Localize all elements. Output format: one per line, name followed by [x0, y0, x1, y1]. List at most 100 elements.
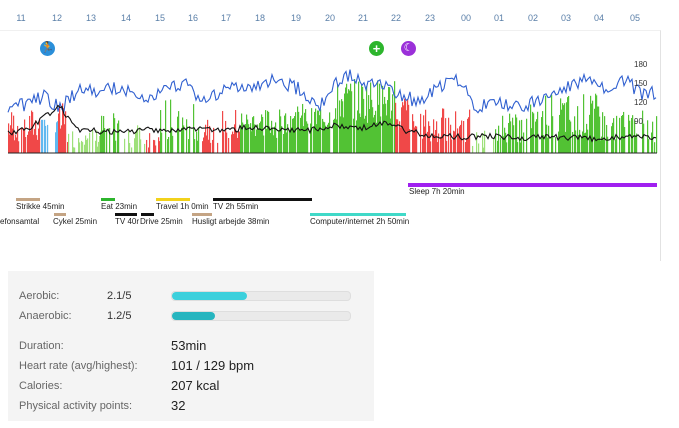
intensity-stripe [59, 104, 61, 153]
intensity-stripe [386, 115, 388, 153]
intensity-stripe [575, 130, 577, 153]
intensity-stripe [262, 116, 264, 153]
intensity-stripe [159, 141, 161, 153]
intensity-stripe [45, 125, 47, 153]
activity-label-eat[interactable]: Eat 23min [101, 202, 138, 211]
intensity-stripe [654, 142, 656, 153]
intensity-stripe [623, 111, 625, 153]
activity-bar-husligt[interactable] [192, 213, 212, 216]
intensity-stripe [128, 131, 130, 153]
intensity-stripe [286, 132, 288, 153]
intensity-stripe [292, 118, 294, 153]
activity-label-telefonsamtale[interactable]: efonsamtal [0, 217, 40, 226]
activity-bar-tv-2[interactable] [115, 213, 137, 216]
intensity-stripe [555, 137, 557, 153]
anaerobic-score: 1.2/5 [107, 310, 132, 322]
activity-bar-cykel[interactable] [54, 213, 66, 216]
intensity-stripe [440, 136, 442, 153]
intensity-stripe [565, 131, 567, 153]
intensity-stripe [407, 99, 409, 153]
intensity-stripe [532, 111, 534, 153]
activity-label-strikke[interactable]: Strikke 45min [16, 202, 65, 211]
intensity-stripe [615, 139, 617, 153]
duration-value: 53min [171, 338, 207, 353]
intensity-stripe [350, 83, 352, 153]
hour-label-21: 21 [357, 13, 369, 23]
intensity-stripe [601, 136, 603, 153]
activity-label-tv-1[interactable]: TV 2h 55min [213, 202, 259, 211]
intensity-stripe [389, 87, 391, 153]
intensity-stripe [305, 109, 307, 153]
intensity-stripe [317, 110, 319, 153]
y-tick-90: 90 [634, 117, 643, 126]
activity-bar-tv-1[interactable] [213, 198, 312, 201]
intensity-stripe [307, 123, 309, 153]
intensity-stripe [134, 138, 136, 153]
intensity-stripe [561, 109, 563, 153]
intensity-stripe [495, 129, 497, 153]
plus-icon[interactable]: + [369, 41, 384, 56]
activity-label-travel[interactable]: Travel 1h 0min [156, 202, 209, 211]
intensity-stripe [652, 121, 654, 153]
intensity-stripe [357, 110, 359, 153]
moon-icon[interactable]: ☾ [401, 41, 416, 56]
intensity-stripe [394, 81, 396, 153]
intensity-stripe [289, 132, 291, 153]
intensity-stripe [258, 128, 260, 153]
activity-label-computer[interactable]: Computer/internet 2h 50min [310, 217, 410, 226]
intensity-stripe [353, 118, 355, 153]
intensity-stripe [324, 122, 326, 153]
activity-label-husligt[interactable]: Husligt arbejde 38min [192, 217, 270, 226]
intensity-stripe [302, 103, 304, 153]
intensity-stripe [396, 119, 398, 153]
hour-label-13: 13 [85, 13, 97, 23]
anaerobic-label: Anaerobic: [19, 310, 72, 322]
activity-bar-strikke[interactable] [16, 198, 40, 201]
activity-bar-drive[interactable] [141, 213, 154, 216]
intensity-stripe [153, 139, 155, 153]
intensity-stripe [73, 147, 75, 153]
intensity-stripe [643, 123, 645, 153]
intensity-stripe [24, 119, 26, 153]
intensity-stripe [113, 113, 115, 153]
activity-points-label: Physical activity points: [19, 400, 133, 412]
intensity-stripe [32, 112, 34, 153]
intensity-stripe [385, 103, 387, 153]
intensity-stripe [260, 121, 262, 153]
intensity-stripe [13, 115, 15, 153]
activity-label-sleep[interactable]: Sleep 7h 20min [409, 187, 465, 196]
intensity-stripe [340, 116, 342, 153]
activity-label-cykel[interactable]: Cykel 25min [53, 217, 98, 226]
intensity-stripe [548, 125, 550, 153]
intensity-stripe [425, 109, 427, 153]
intensity-stripe [430, 141, 432, 153]
intensity-stripe [188, 139, 190, 153]
intensity-stripe [446, 140, 448, 153]
intensity-stripe [298, 111, 300, 153]
activity-label-tv-2[interactable]: TV 40r [115, 217, 140, 226]
y-tick-180: 180 [634, 60, 648, 69]
intensity-stripe [647, 120, 649, 153]
running-icon[interactable]: 🏃 [40, 41, 55, 56]
activity-bar-travel[interactable] [156, 198, 190, 201]
intensity-stripe [284, 115, 286, 153]
activity-bar-computer[interactable] [310, 213, 406, 216]
intensity-stripe [498, 125, 500, 153]
intensity-stripe [248, 124, 250, 153]
intensity-stripe [299, 129, 301, 153]
activity-bar-sleep[interactable] [408, 183, 657, 187]
intensity-stripe [566, 102, 568, 153]
intensity-stripe [591, 103, 593, 153]
intensity-stripe [562, 103, 564, 153]
intensity-stripe [41, 119, 43, 153]
activity-bar-eat[interactable] [101, 198, 115, 201]
intensity-stripe [414, 127, 416, 153]
intensity-stripe [35, 120, 37, 153]
intensity-stripe [545, 95, 547, 153]
intensity-stripe [405, 101, 407, 153]
intensity-stripe [115, 140, 117, 153]
intensity-stripe [198, 127, 200, 153]
intensity-stripe [314, 111, 316, 153]
activity-label-drive[interactable]: Drive 25min [140, 217, 183, 226]
intensity-stripe [100, 131, 102, 153]
